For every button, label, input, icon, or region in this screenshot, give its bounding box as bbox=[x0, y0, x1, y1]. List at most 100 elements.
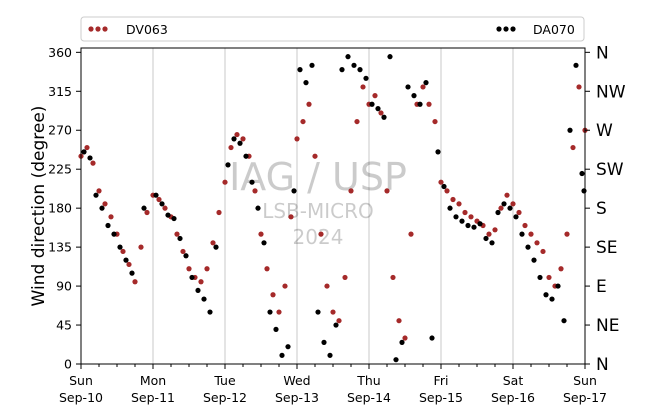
data-point bbox=[216, 209, 222, 216]
data-point bbox=[462, 209, 468, 216]
data-point bbox=[519, 231, 525, 237]
data-point bbox=[516, 209, 522, 216]
data-point bbox=[108, 214, 114, 220]
x-tick-day: Thu bbox=[356, 373, 380, 388]
data-point bbox=[237, 140, 243, 146]
data-point bbox=[495, 209, 501, 216]
y-tick-label: 90 bbox=[56, 279, 72, 294]
plot-area: IAG / USP LSB-MICRO 2024 bbox=[78, 47, 588, 365]
data-point bbox=[288, 214, 294, 220]
data-point bbox=[444, 188, 450, 194]
data-point bbox=[306, 101, 312, 107]
data-point bbox=[540, 248, 546, 255]
data-point bbox=[573, 62, 579, 68]
data-point bbox=[510, 201, 516, 207]
data-point bbox=[330, 309, 336, 315]
data-point bbox=[345, 54, 351, 60]
data-point bbox=[564, 231, 570, 237]
y-tick-label: 45 bbox=[56, 318, 72, 333]
data-point bbox=[555, 283, 561, 289]
data-point bbox=[375, 106, 381, 112]
data-point bbox=[99, 205, 105, 211]
compass-label: W bbox=[596, 121, 613, 141]
compass-label: N bbox=[596, 43, 609, 63]
compass-label: N bbox=[596, 355, 609, 375]
data-point bbox=[492, 227, 498, 233]
x-tick-date: Sep-12 bbox=[203, 390, 247, 405]
data-point bbox=[183, 253, 189, 259]
data-point bbox=[81, 149, 87, 155]
data-point bbox=[321, 339, 327, 345]
data-point bbox=[501, 201, 507, 207]
legend-frame bbox=[80, 16, 585, 42]
data-point bbox=[309, 62, 315, 68]
data-point bbox=[324, 283, 330, 289]
data-point bbox=[96, 188, 102, 194]
data-point bbox=[477, 221, 483, 227]
x-tick-day: Tue bbox=[213, 373, 236, 388]
data-point bbox=[129, 270, 135, 276]
data-point bbox=[327, 352, 333, 358]
compass-label: S bbox=[596, 199, 607, 219]
compass-label: NE bbox=[596, 316, 619, 336]
data-point bbox=[234, 131, 240, 138]
data-point bbox=[231, 136, 237, 142]
data-point bbox=[417, 101, 423, 107]
legend-dot bbox=[503, 26, 509, 32]
data-point bbox=[297, 67, 303, 73]
compass-axis: N NE E SE S SW W NW N bbox=[585, 43, 626, 375]
data-point bbox=[576, 84, 582, 90]
data-point bbox=[177, 235, 183, 242]
data-point bbox=[453, 214, 459, 220]
watermark-line2: LSB-MICRO bbox=[262, 199, 374, 223]
x-tick-day: Sat bbox=[503, 373, 524, 388]
data-point bbox=[399, 339, 405, 345]
data-point bbox=[312, 153, 318, 159]
legend-dot bbox=[95, 26, 101, 32]
y-tick-label: 135 bbox=[48, 240, 72, 255]
data-point bbox=[300, 118, 306, 125]
data-point bbox=[144, 209, 150, 216]
data-point bbox=[270, 292, 276, 298]
data-point bbox=[546, 274, 552, 281]
x-axis: Sun Sep-10 Mon Sep-11 Tue Sep-12 Wed Sep-13 Thu S… bbox=[59, 364, 607, 405]
data-point bbox=[402, 335, 408, 341]
legend-marker-dv063 bbox=[88, 26, 108, 32]
data-point bbox=[210, 240, 216, 246]
x-tick-date: Sep-14 bbox=[347, 390, 391, 405]
series-dv063 bbox=[78, 84, 588, 341]
data-point bbox=[378, 110, 384, 116]
data-point bbox=[165, 212, 171, 218]
legend-marker-da070 bbox=[496, 26, 516, 32]
data-point bbox=[429, 335, 435, 341]
y-axis-label: Wind direction (degree) bbox=[29, 106, 49, 307]
data-point bbox=[441, 183, 447, 190]
compass-label: SW bbox=[596, 160, 624, 180]
data-point bbox=[405, 84, 411, 90]
data-point bbox=[120, 248, 126, 255]
x-tick-day: Fri bbox=[434, 373, 449, 388]
data-point bbox=[258, 231, 264, 237]
data-point bbox=[162, 205, 168, 211]
data-point bbox=[363, 75, 369, 81]
y-tick-label: 360 bbox=[48, 45, 72, 60]
x-tick-day: Sun bbox=[573, 373, 597, 388]
data-points bbox=[78, 54, 588, 363]
data-point bbox=[336, 318, 342, 324]
data-point bbox=[468, 214, 474, 220]
data-point bbox=[204, 266, 210, 272]
data-point bbox=[393, 357, 399, 363]
data-point bbox=[255, 205, 261, 211]
data-point bbox=[285, 344, 291, 350]
data-point bbox=[315, 309, 321, 315]
data-point bbox=[243, 153, 249, 159]
data-point bbox=[186, 266, 192, 272]
data-point bbox=[303, 80, 309, 86]
data-point bbox=[504, 192, 510, 198]
x-tick-date: Sep-15 bbox=[419, 390, 463, 405]
data-point bbox=[372, 93, 378, 99]
data-point bbox=[567, 127, 573, 133]
data-point bbox=[435, 149, 441, 155]
y-tick-label: 225 bbox=[48, 162, 72, 177]
